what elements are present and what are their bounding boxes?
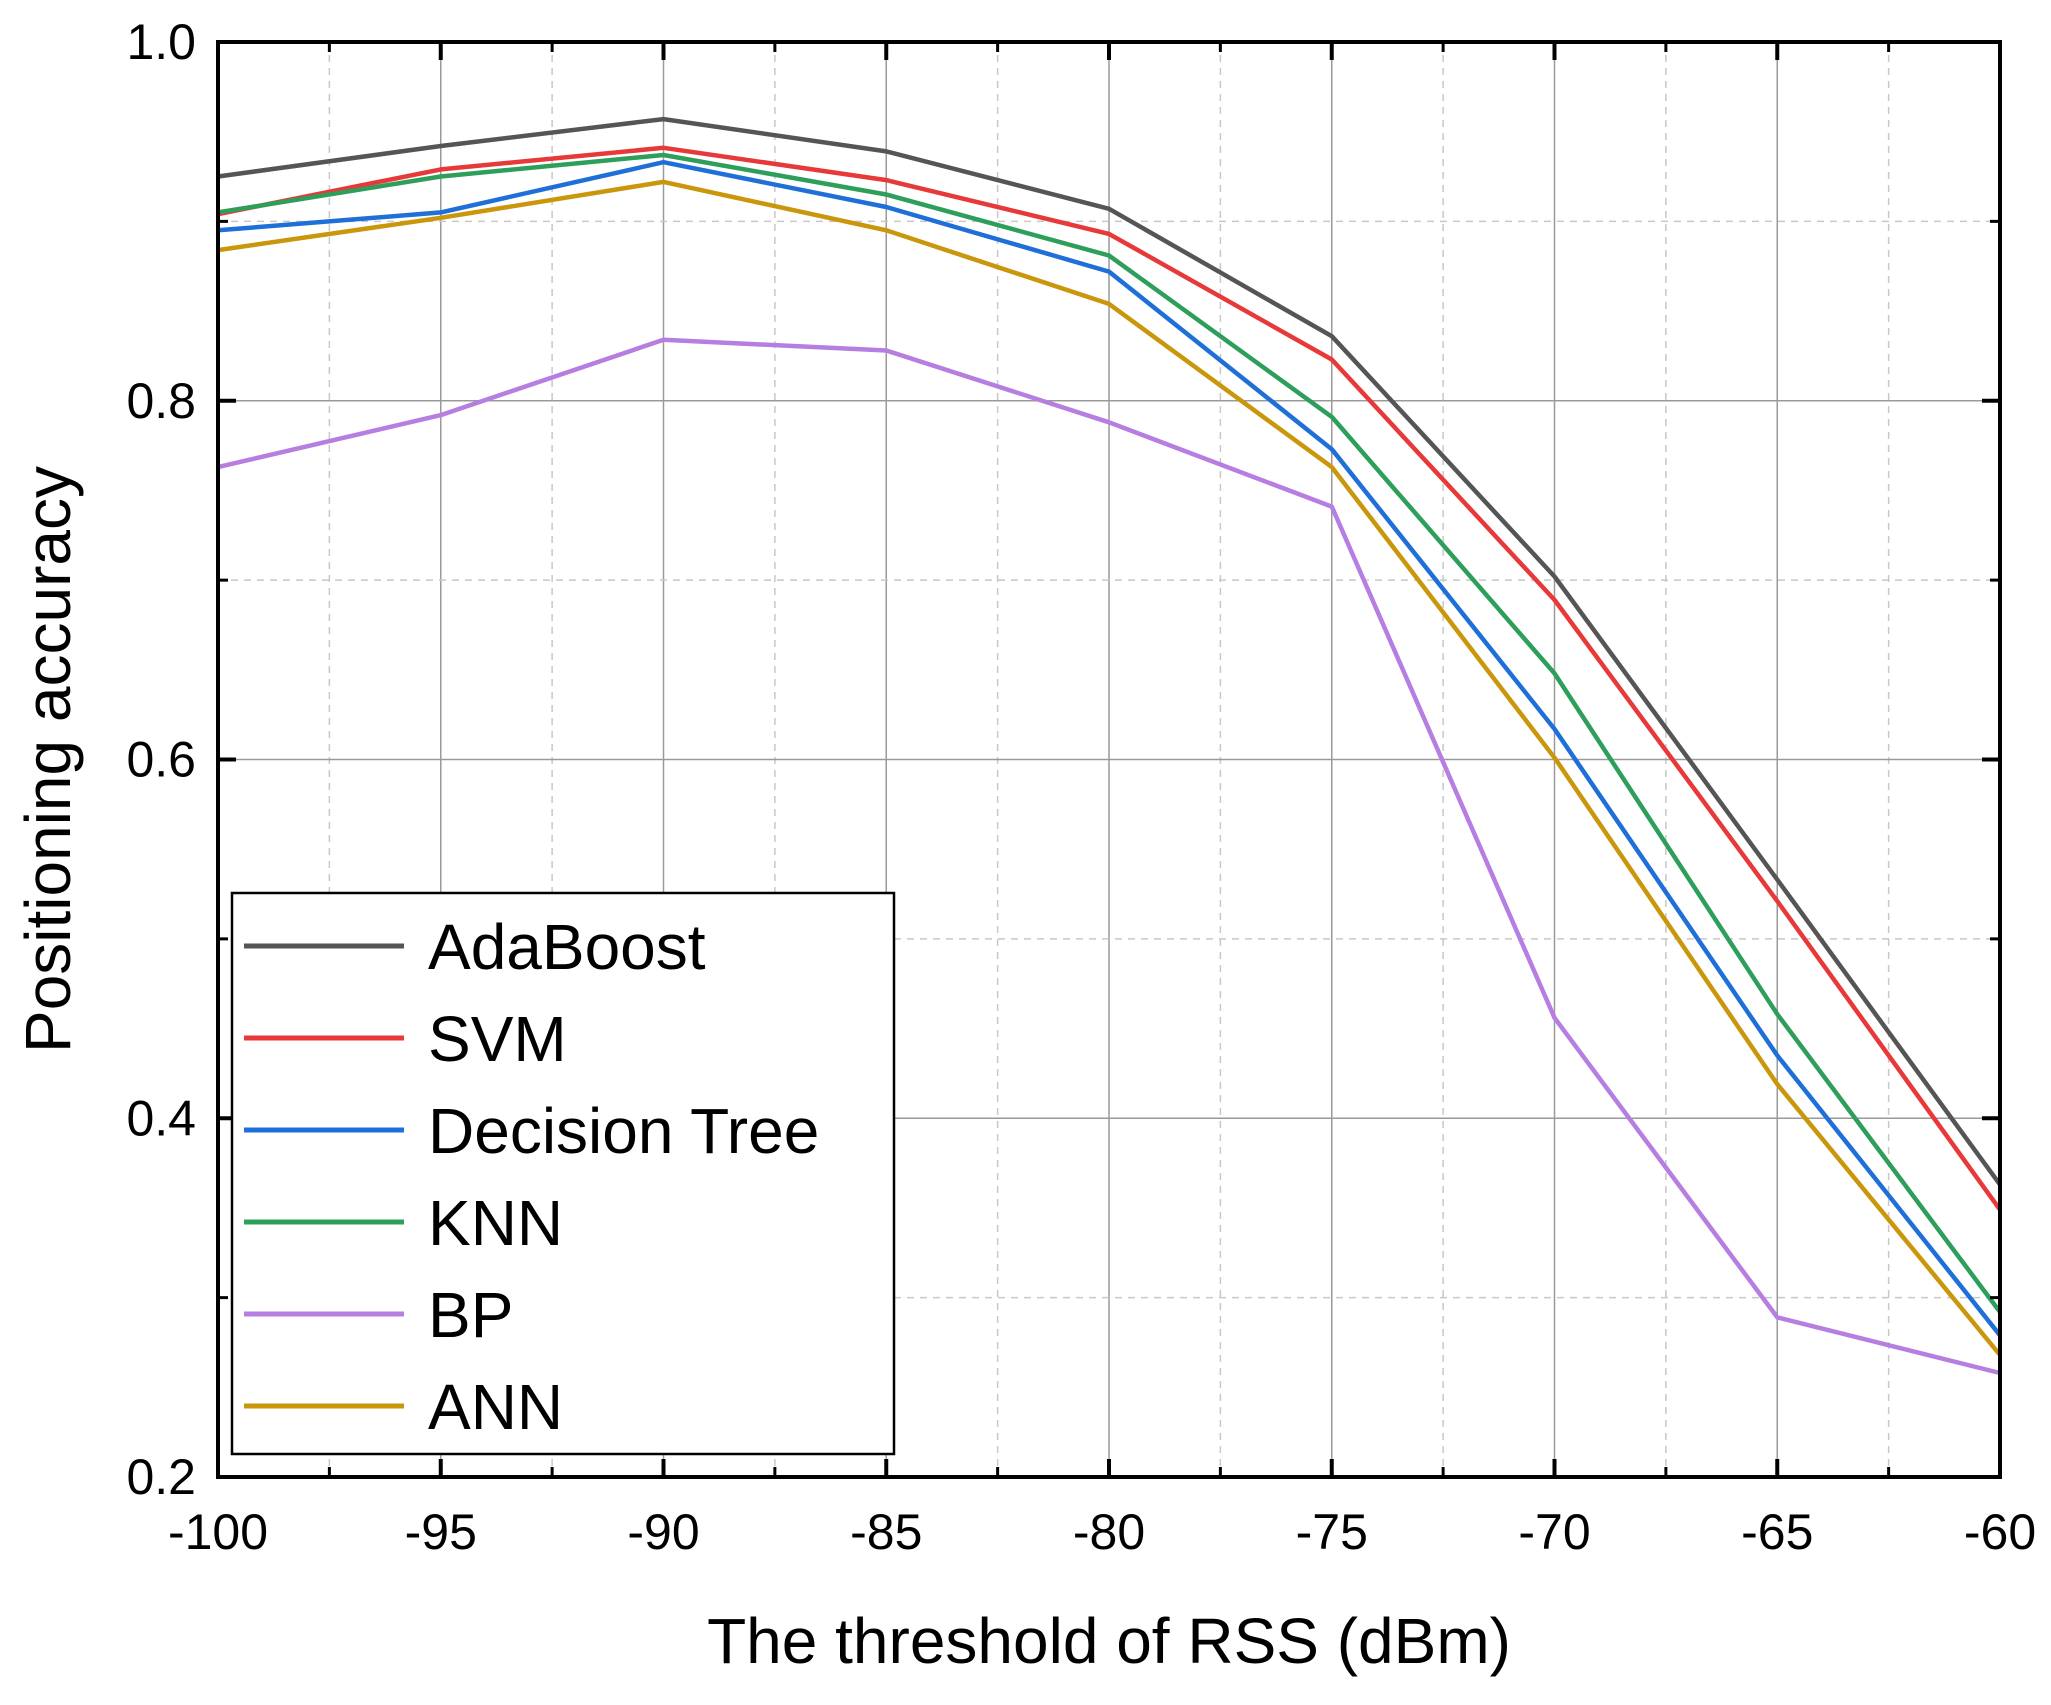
y-tick-label: 1.0 (126, 14, 196, 70)
grid (218, 42, 2000, 1477)
legend-label-bp: BP (428, 1279, 513, 1351)
x-axis-title: The threshold of RSS (dBm) (707, 1605, 1511, 1677)
y-tick-label: 0.2 (126, 1449, 196, 1505)
series-lines (217, 116, 2002, 1376)
legend-label-ann: ANN (428, 1371, 563, 1443)
series-line-adaboost (217, 116, 2002, 1186)
series-line-bp (217, 337, 2001, 1376)
x-tick-label: -100 (168, 1504, 268, 1560)
series-line-decision-tree (217, 159, 2002, 1337)
x-tick-label: -90 (627, 1504, 699, 1560)
legend-label-svm: SVM (428, 1003, 567, 1075)
x-tick-label: -80 (1073, 1504, 1145, 1560)
y-axis-title: Positioning accuracy (12, 466, 84, 1053)
legend-label-decision-tree: Decision Tree (428, 1095, 819, 1167)
x-tick-label: -60 (1964, 1504, 2036, 1560)
legend-label-adaboost: AdaBoost (428, 911, 706, 983)
x-tick-label: -65 (1741, 1504, 1813, 1560)
legend-label-knn: KNN (428, 1187, 563, 1259)
y-tick-label: 0.4 (126, 1090, 196, 1146)
axis-ticks (216, 40, 2002, 1479)
series-line-svm (217, 145, 2002, 1212)
y-tick-label: 0.6 (126, 732, 196, 788)
legend-box (230, 891, 896, 1456)
series-line-ann (217, 179, 2002, 1357)
series-line-knn (217, 152, 2002, 1314)
y-tick-label: 0.8 (126, 373, 196, 429)
x-tick-label: -95 (405, 1504, 477, 1560)
x-tick-label: -70 (1518, 1504, 1590, 1560)
legend: AdaBoost SVM Decision Tree KNN BP ANN (230, 891, 896, 1456)
x-tick-label: -75 (1296, 1504, 1368, 1560)
x-tick-label: -85 (850, 1504, 922, 1560)
tick-labels: -100 -95 -90 -85 -80 -75 -70 -65 -60 0.2 0.4 0.6 0.8… (126, 14, 2036, 1560)
